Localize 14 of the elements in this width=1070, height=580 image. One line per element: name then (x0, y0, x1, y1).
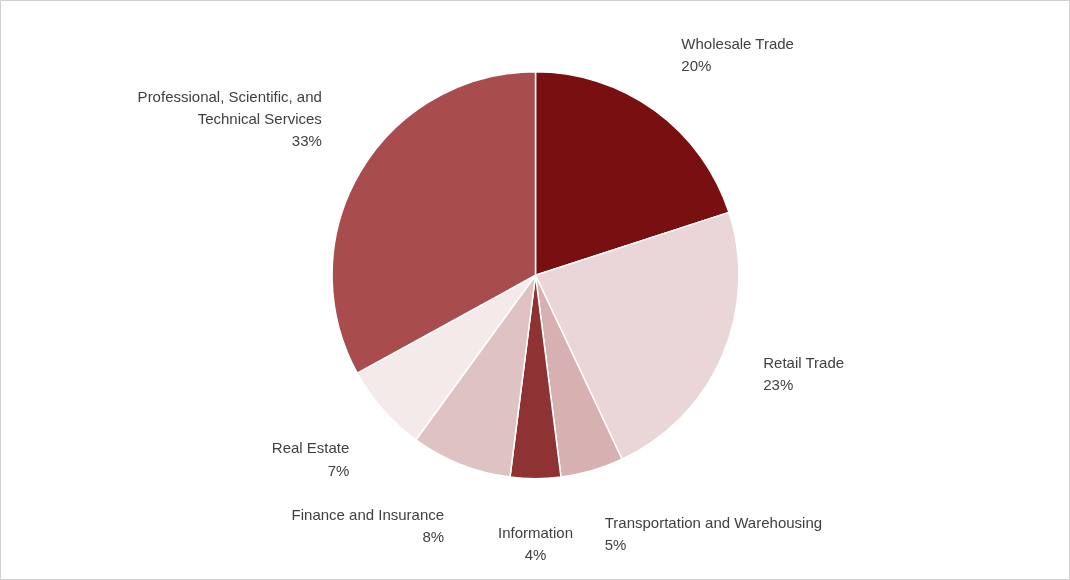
data-label: 23% (763, 376, 794, 394)
slice-label: Professional, Scientific, and Technical Services (137, 87, 322, 127)
data-label: 7% (327, 461, 350, 479)
data-label: 33% (291, 131, 322, 149)
slice-label: Real Estate (271, 439, 350, 457)
slice-label: Retail Trade (763, 354, 845, 372)
slice-label: Wholesale Trade (681, 35, 794, 53)
slice-label: Finance and Insurance (291, 506, 445, 524)
data-label: 4% (524, 545, 547, 563)
slice-label: Transportation and Warehousing (604, 513, 823, 531)
data-label: 5% (604, 535, 627, 553)
data-label: 20% (681, 57, 712, 75)
slice-label: Information (497, 523, 574, 541)
data-label: 8% (422, 528, 445, 546)
